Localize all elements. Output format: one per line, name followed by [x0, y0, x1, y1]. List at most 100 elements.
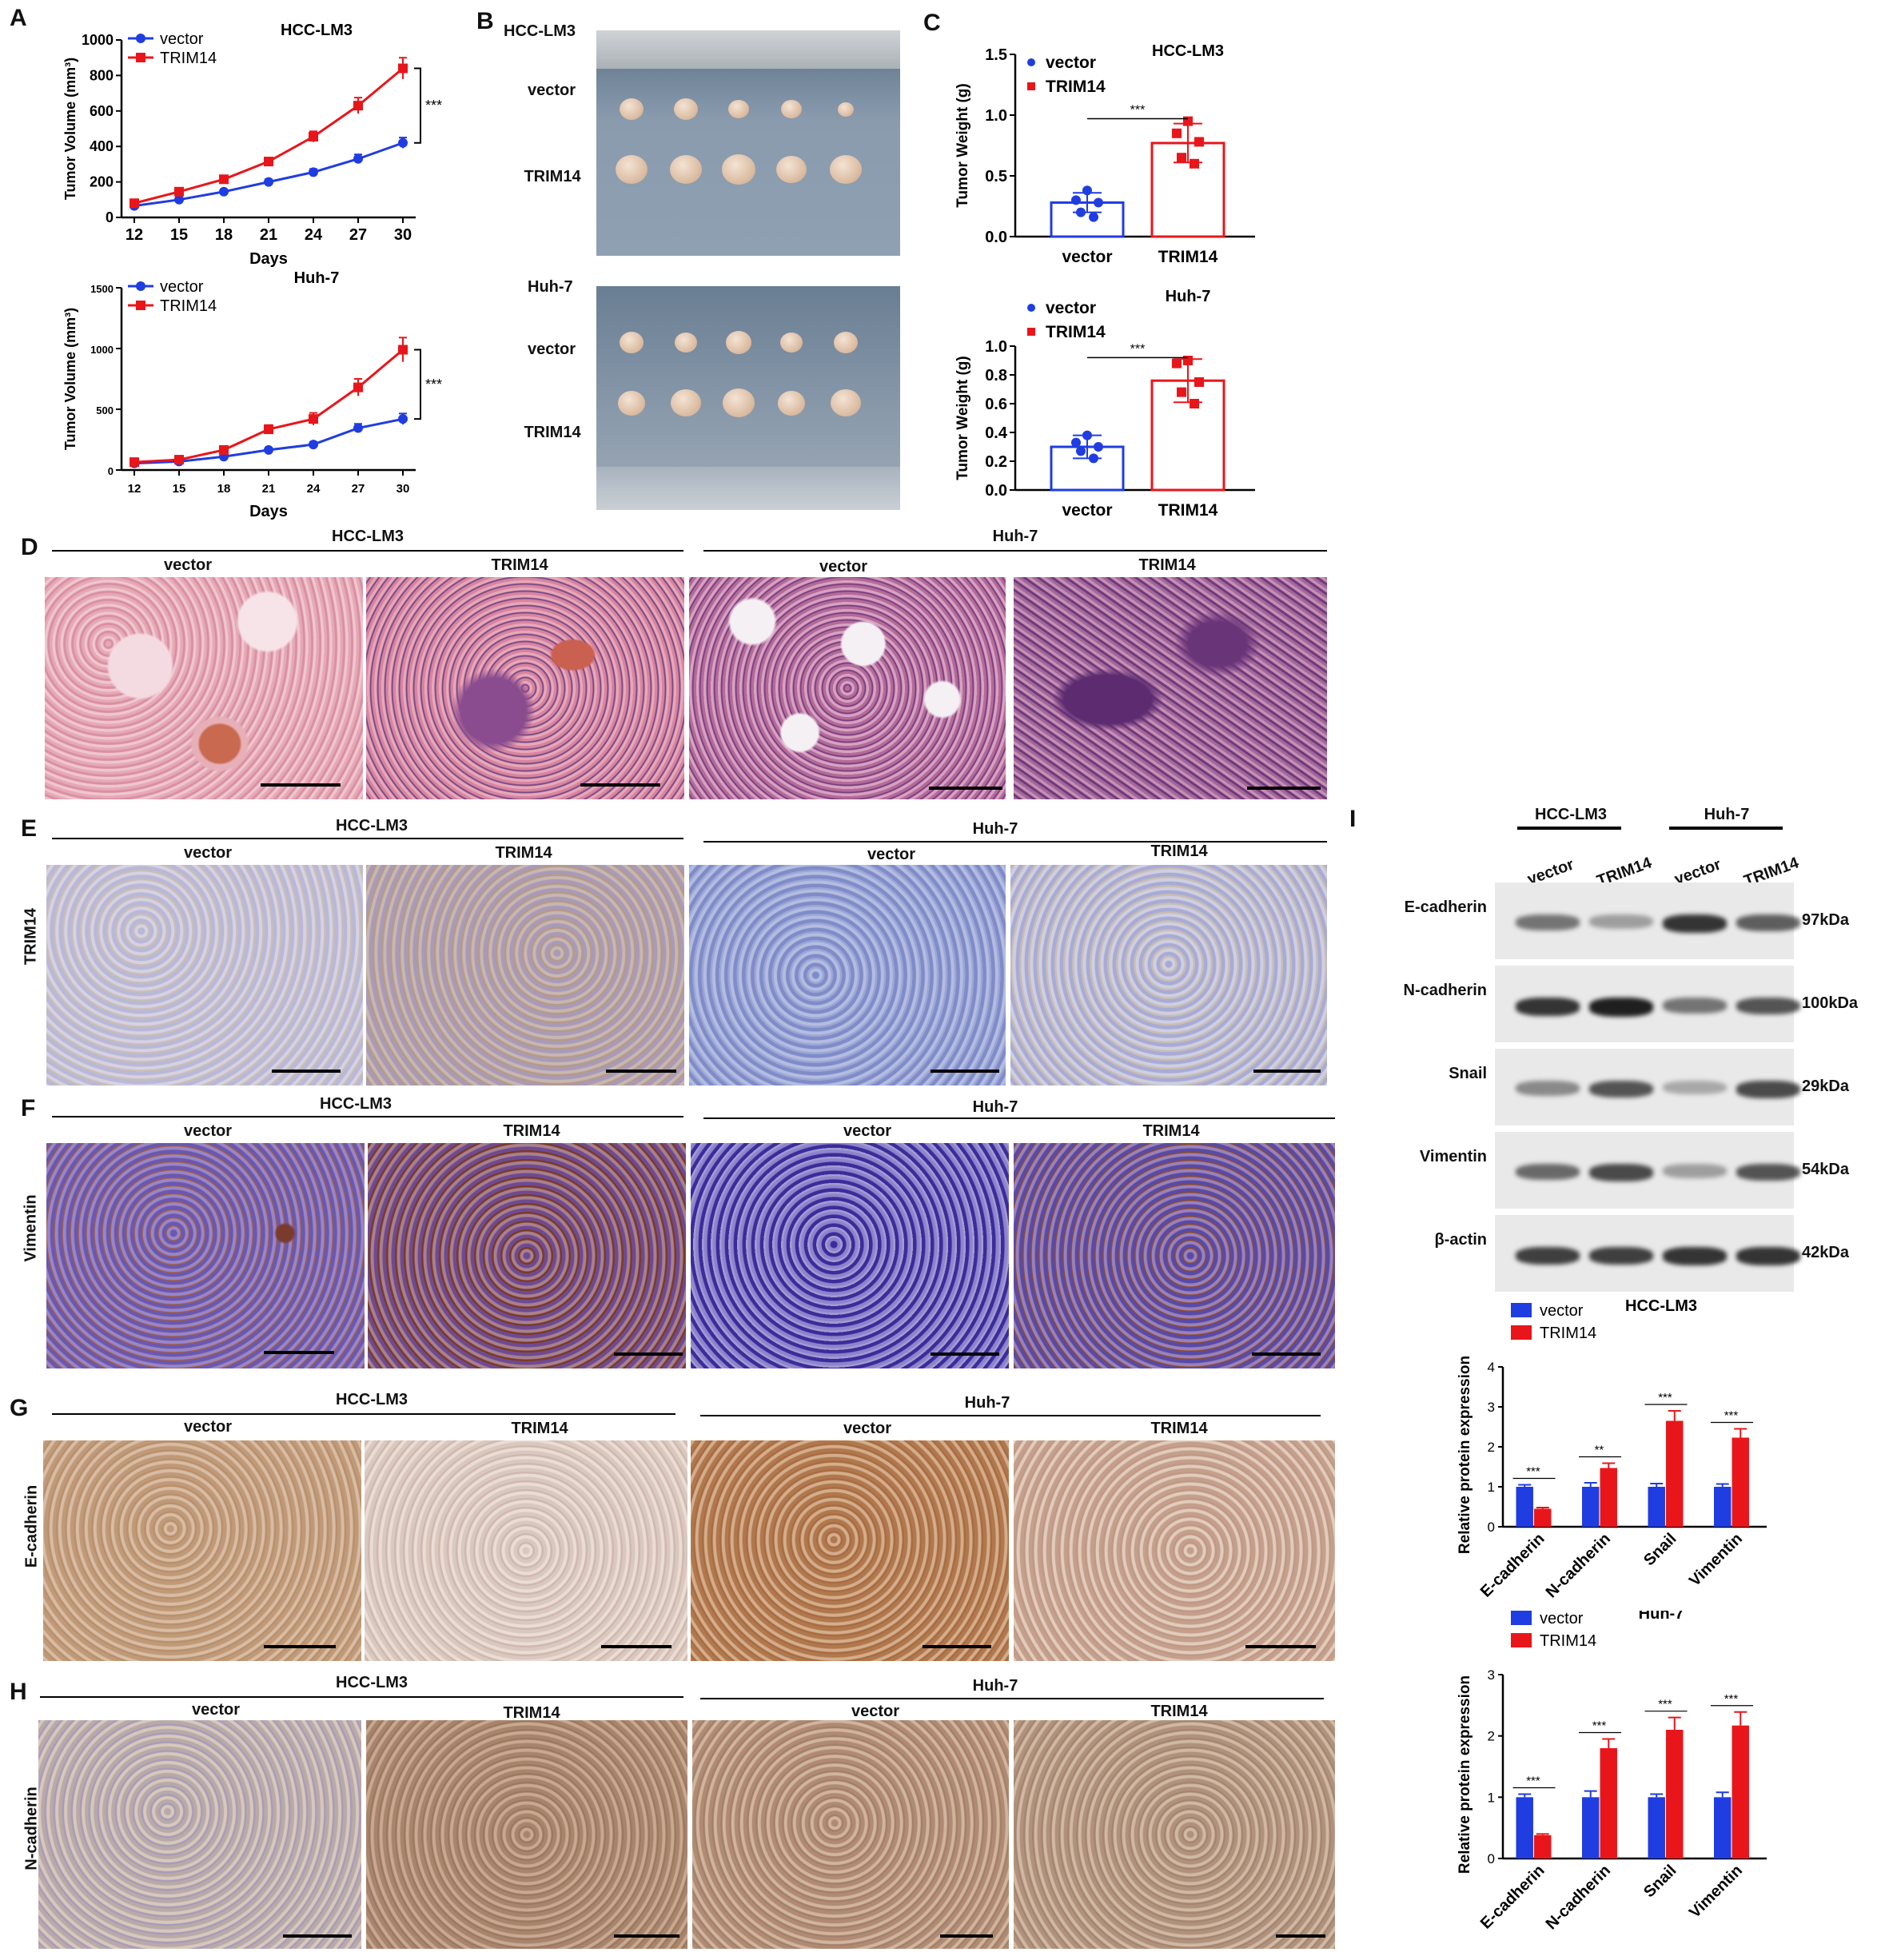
- x-tick-label: 15: [170, 226, 188, 244]
- panel-letter-e: E: [21, 815, 38, 842]
- legend-marker: [136, 281, 145, 291]
- blot-protein-label: β-actin: [1434, 1231, 1487, 1249]
- data-point: [1177, 153, 1186, 163]
- ihc-trim14-hcc-trim14: [366, 865, 684, 1086]
- tumor-specimen: [671, 389, 701, 417]
- y-tick-label: 0.8: [985, 367, 1007, 384]
- scale-bar: [1252, 1352, 1321, 1356]
- x-tick-label: N-cadherin: [1543, 1530, 1614, 1601]
- ihc-vimentin-hcc-trim14: [368, 1143, 686, 1368]
- significance-label: ***: [1658, 1391, 1672, 1404]
- f-vector-label: vector: [183, 1122, 233, 1140]
- h-trim14-label: TRIM14: [503, 1704, 560, 1722]
- d-huh-bracket: [703, 550, 1327, 552]
- g-row-label: E-cadherin: [22, 1484, 41, 1568]
- blot-band: [1663, 1081, 1727, 1094]
- e-huh-header: Huh-7: [972, 820, 1018, 838]
- data-point: [1177, 387, 1186, 397]
- h-trim14-label-2: TRIM14: [1150, 1703, 1208, 1720]
- bar-trim14: [1534, 1835, 1552, 1858]
- data-point: [353, 382, 363, 392]
- scale-bar: [264, 1645, 336, 1648]
- y-axis-label: Tumor Weight (g): [954, 356, 971, 480]
- b-hcc-vector-label: vector: [527, 82, 576, 99]
- data-point: [398, 137, 408, 148]
- data-point: [219, 186, 229, 197]
- bar-vector: [1582, 1797, 1600, 1858]
- y-tick-label: 500: [96, 404, 114, 416]
- x-tick-label: 21: [260, 226, 277, 244]
- h-huh-bracket: [700, 1698, 1324, 1699]
- blot-huh-bracket: [1669, 827, 1783, 830]
- blot-band: [1589, 1081, 1653, 1098]
- blot-group-huh: Huh-7: [1704, 806, 1750, 823]
- x-tick-label: 24: [307, 482, 321, 496]
- chart-title: Huh-7: [1639, 1611, 1684, 1623]
- d-trim14-label: TRIM14: [491, 556, 548, 574]
- blot-protein-label: E-cadherin: [1404, 898, 1487, 916]
- f-hcc-header: HCC-LM3: [320, 1095, 392, 1113]
- y-tick-label: 2: [1488, 1440, 1495, 1455]
- x-tick-label: 30: [394, 226, 412, 244]
- y-tick-label: 0: [1488, 1851, 1495, 1866]
- significance-label: **: [1595, 1444, 1604, 1457]
- legend-swatch: [1511, 1325, 1532, 1340]
- blot-band: [1736, 914, 1800, 931]
- data-point: [130, 457, 139, 468]
- bar-vector: [1648, 1797, 1665, 1858]
- blot-band: [1516, 998, 1580, 1016]
- data-point: [309, 440, 318, 450]
- data-point: [309, 167, 318, 177]
- scale-bar: [940, 1934, 993, 1938]
- ihc-ncad-hcc-trim14: [366, 1720, 687, 1949]
- bar-trim14: [1732, 1725, 1749, 1858]
- y-axis-label: Tumor Volume (mm³): [62, 58, 78, 200]
- data-point: [130, 198, 139, 209]
- bar-trim14: [1600, 1468, 1617, 1527]
- bar-trim14: [1666, 1730, 1684, 1858]
- data-point: [264, 157, 273, 167]
- bar-vector: [1714, 1487, 1732, 1527]
- y-tick-label: 200: [90, 174, 114, 190]
- legend-label: vector: [160, 30, 204, 48]
- data-point: [1183, 116, 1193, 126]
- chart-c-huh: 0.0 0.2 0.4 0.6 0.8 1.0 Tumor Weight (g) vector…: [954, 288, 1255, 520]
- scale-bar: [614, 1934, 679, 1938]
- legend-label: TRIM14: [1046, 323, 1106, 341]
- blot-strip: [1495, 1132, 1800, 1209]
- x-tick-label: 12: [128, 482, 141, 496]
- significance-label: ***: [1526, 1775, 1540, 1788]
- ihc-ecad-hcc-trim14: [365, 1440, 687, 1661]
- x-tick-label: vector: [1062, 248, 1112, 266]
- tumor-specimen: [675, 333, 697, 353]
- y-axis-label: Relative protein expression: [1457, 1675, 1473, 1874]
- x-tick-label: 27: [352, 482, 365, 496]
- y-tick-label: 800: [90, 67, 114, 83]
- ihc-vimentin-hcc-vector: [46, 1143, 365, 1368]
- ihc-trim14-hcc-vector: [46, 865, 363, 1086]
- h-huh-header: Huh-7: [972, 1677, 1018, 1695]
- legend-label: TRIM14: [1046, 78, 1106, 96]
- data-point: [1194, 137, 1204, 147]
- bar-trim14: [1600, 1748, 1617, 1858]
- blot-strip: [1495, 1049, 1800, 1125]
- data-point: [1094, 197, 1103, 208]
- data-point: [309, 414, 318, 424]
- tumor-specimen: [674, 98, 698, 120]
- data-point: [398, 63, 408, 74]
- x-tick-label: 27: [349, 226, 367, 244]
- blot-protein-label: N-cadherin: [1403, 982, 1487, 999]
- data-point: [264, 424, 273, 435]
- data-point: [1071, 437, 1081, 448]
- y-tick-label: 2: [1488, 1729, 1495, 1744]
- tumor-specimen: [620, 332, 644, 353]
- blot-kda-label: 54kDa: [1802, 1161, 1849, 1178]
- legend-marker: [1027, 304, 1035, 312]
- y-tick-label: 4: [1488, 1360, 1495, 1375]
- tumor-specimen: [776, 156, 807, 184]
- ihc-trim14-huh-trim14: [1010, 865, 1327, 1086]
- data-point: [1172, 128, 1182, 138]
- blot-protein-label: Vimentin: [1419, 1148, 1487, 1165]
- chart-i-huh: 0 1 2 3 Relative protein expression *** E-cadh…: [1457, 1611, 1767, 1933]
- g-vector-label-2: vector: [843, 1420, 892, 1437]
